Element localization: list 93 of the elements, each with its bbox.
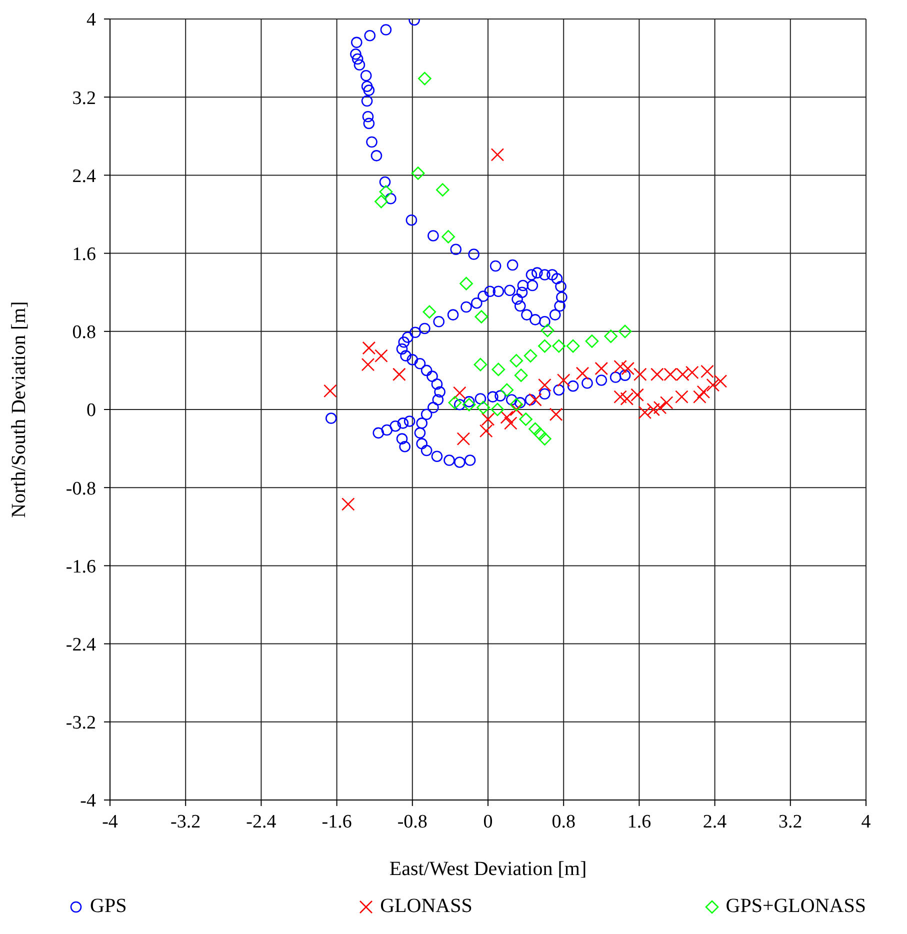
point <box>714 374 728 388</box>
x-tick-label: 4 <box>861 811 872 832</box>
point <box>524 349 538 362</box>
point <box>392 368 406 382</box>
legend-label: GPS+GLONASS <box>726 895 866 918</box>
point <box>481 412 495 426</box>
point <box>696 385 710 399</box>
point <box>379 185 393 198</box>
point <box>504 416 518 430</box>
point <box>528 393 542 406</box>
point <box>630 388 644 402</box>
point <box>549 408 563 422</box>
point <box>566 339 580 353</box>
point <box>538 339 552 353</box>
point <box>621 362 635 376</box>
x-tick-label: -0.8 <box>397 811 428 832</box>
point <box>585 334 599 348</box>
point <box>556 374 570 387</box>
point <box>653 400 667 414</box>
x-tick-label: -4 <box>102 811 118 832</box>
legend-label: GLONASS <box>380 895 472 918</box>
y-tick-label: -1.6 <box>66 556 96 578</box>
x-tick-label: -2.4 <box>246 811 277 832</box>
x-tick-label: -3.2 <box>170 811 201 832</box>
point <box>510 402 523 416</box>
y-tick-label: -0.8 <box>66 478 96 500</box>
y-tick-label: 4 <box>86 10 96 31</box>
point <box>324 384 337 398</box>
point <box>462 398 476 412</box>
point <box>500 410 514 424</box>
point <box>620 392 634 406</box>
point <box>660 396 674 410</box>
point <box>490 402 504 416</box>
point <box>362 341 376 355</box>
point <box>638 406 652 420</box>
point <box>510 354 523 368</box>
point <box>492 362 506 376</box>
point <box>476 400 490 414</box>
point <box>341 498 355 511</box>
point <box>540 324 554 338</box>
y-tick-label: 2.4 <box>72 166 96 187</box>
x-tick-label: 0 <box>483 811 493 832</box>
point <box>411 166 425 180</box>
y-tick-label: 3.2 <box>72 88 96 109</box>
point <box>374 349 388 362</box>
point <box>528 422 542 436</box>
point <box>594 362 608 376</box>
point <box>490 148 504 162</box>
point <box>479 424 493 438</box>
x-tick-label: -1.6 <box>322 811 352 832</box>
point <box>442 230 455 244</box>
point <box>604 330 618 343</box>
point <box>576 366 590 380</box>
y-tick-label: 1.6 <box>72 244 96 266</box>
point <box>453 386 466 400</box>
point <box>361 358 375 372</box>
point <box>418 72 432 86</box>
x-tick-label: 2.4 <box>702 811 728 832</box>
y-tick-label: -4 <box>80 790 96 812</box>
y-tick-label: 0 <box>86 400 96 422</box>
x-tick-label: 1.6 <box>627 811 652 832</box>
x-tick-label: 3.2 <box>778 811 802 832</box>
point <box>675 390 688 404</box>
point <box>706 378 720 392</box>
y-tick-label: 0.8 <box>72 322 96 344</box>
point <box>500 383 514 397</box>
point <box>618 324 632 338</box>
point <box>614 360 627 374</box>
point <box>460 276 473 290</box>
point <box>693 390 706 404</box>
point <box>514 368 528 382</box>
point <box>510 398 523 412</box>
point <box>448 396 462 410</box>
point <box>474 310 488 324</box>
point <box>633 368 647 382</box>
point <box>538 378 552 392</box>
point <box>519 412 532 426</box>
y-tick-label: -2.4 <box>66 634 96 656</box>
legend-label: GPS <box>90 895 127 918</box>
point <box>646 402 660 416</box>
x-axis-title: East/West Deviation [m] <box>389 858 587 880</box>
point <box>474 358 488 372</box>
point <box>422 305 436 319</box>
point <box>436 183 450 196</box>
y-axis-title: North/South Deviation [m] <box>8 301 30 518</box>
y-tick-label: -3.2 <box>66 712 96 734</box>
point <box>533 427 547 441</box>
x-tick-label: 0.8 <box>552 811 576 832</box>
point <box>614 390 627 404</box>
point <box>456 432 470 446</box>
point <box>374 194 388 208</box>
point <box>552 339 566 353</box>
point <box>538 432 552 446</box>
